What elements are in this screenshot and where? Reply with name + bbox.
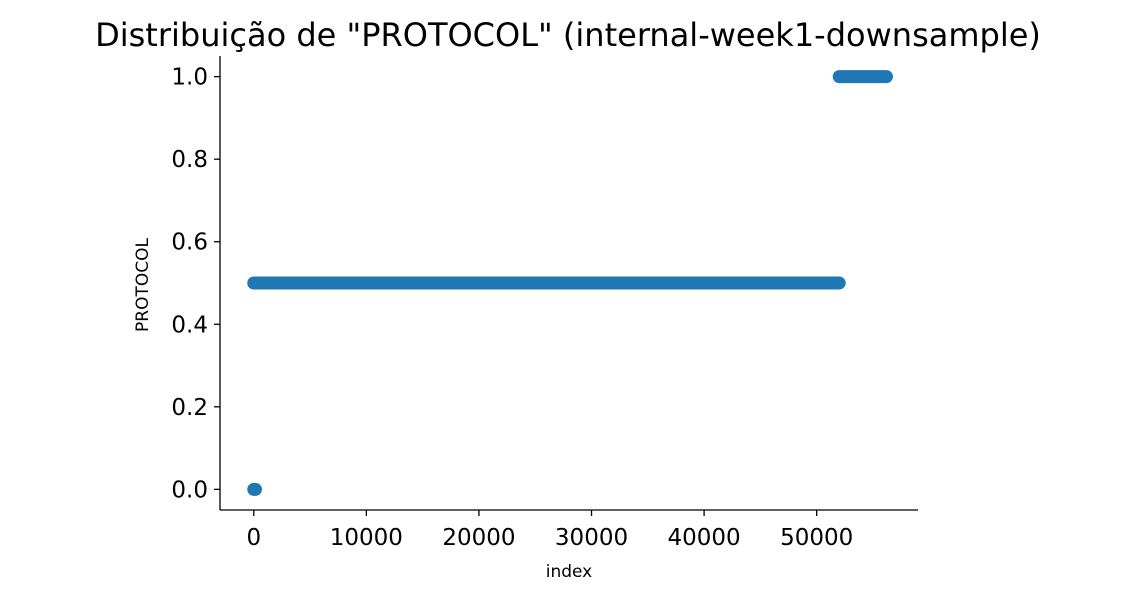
y-tick-label: 0.4	[171, 312, 208, 338]
x-tick-label: 30000	[555, 525, 628, 551]
x-axis-label: index	[546, 562, 593, 582]
y-tick-label: 0.8	[171, 147, 208, 173]
x-tick-label: 0	[246, 525, 261, 551]
y-tick-label: 0.6	[171, 230, 208, 256]
y-tick-label: 1.0	[171, 65, 208, 91]
x-tick-label: 10000	[330, 525, 403, 551]
y-axis-ticks: 0.0 0.2 0.4 0.6 0.8 1.0	[171, 65, 220, 503]
x-axis-ticks: 0 10000 20000 30000 40000 50000	[246, 510, 853, 551]
y-tick-label: 0.0	[171, 477, 208, 503]
x-tick-label: 20000	[442, 525, 515, 551]
y-tick-label: 0.2	[171, 395, 208, 421]
chart-title: Distribuição de "PROTOCOL" (internal-wee…	[95, 16, 1041, 54]
data-points	[247, 70, 893, 496]
x-tick-label: 50000	[780, 525, 853, 551]
y-axis-label: PROTOCOL	[133, 238, 153, 332]
x-tick-label: 40000	[668, 525, 741, 551]
